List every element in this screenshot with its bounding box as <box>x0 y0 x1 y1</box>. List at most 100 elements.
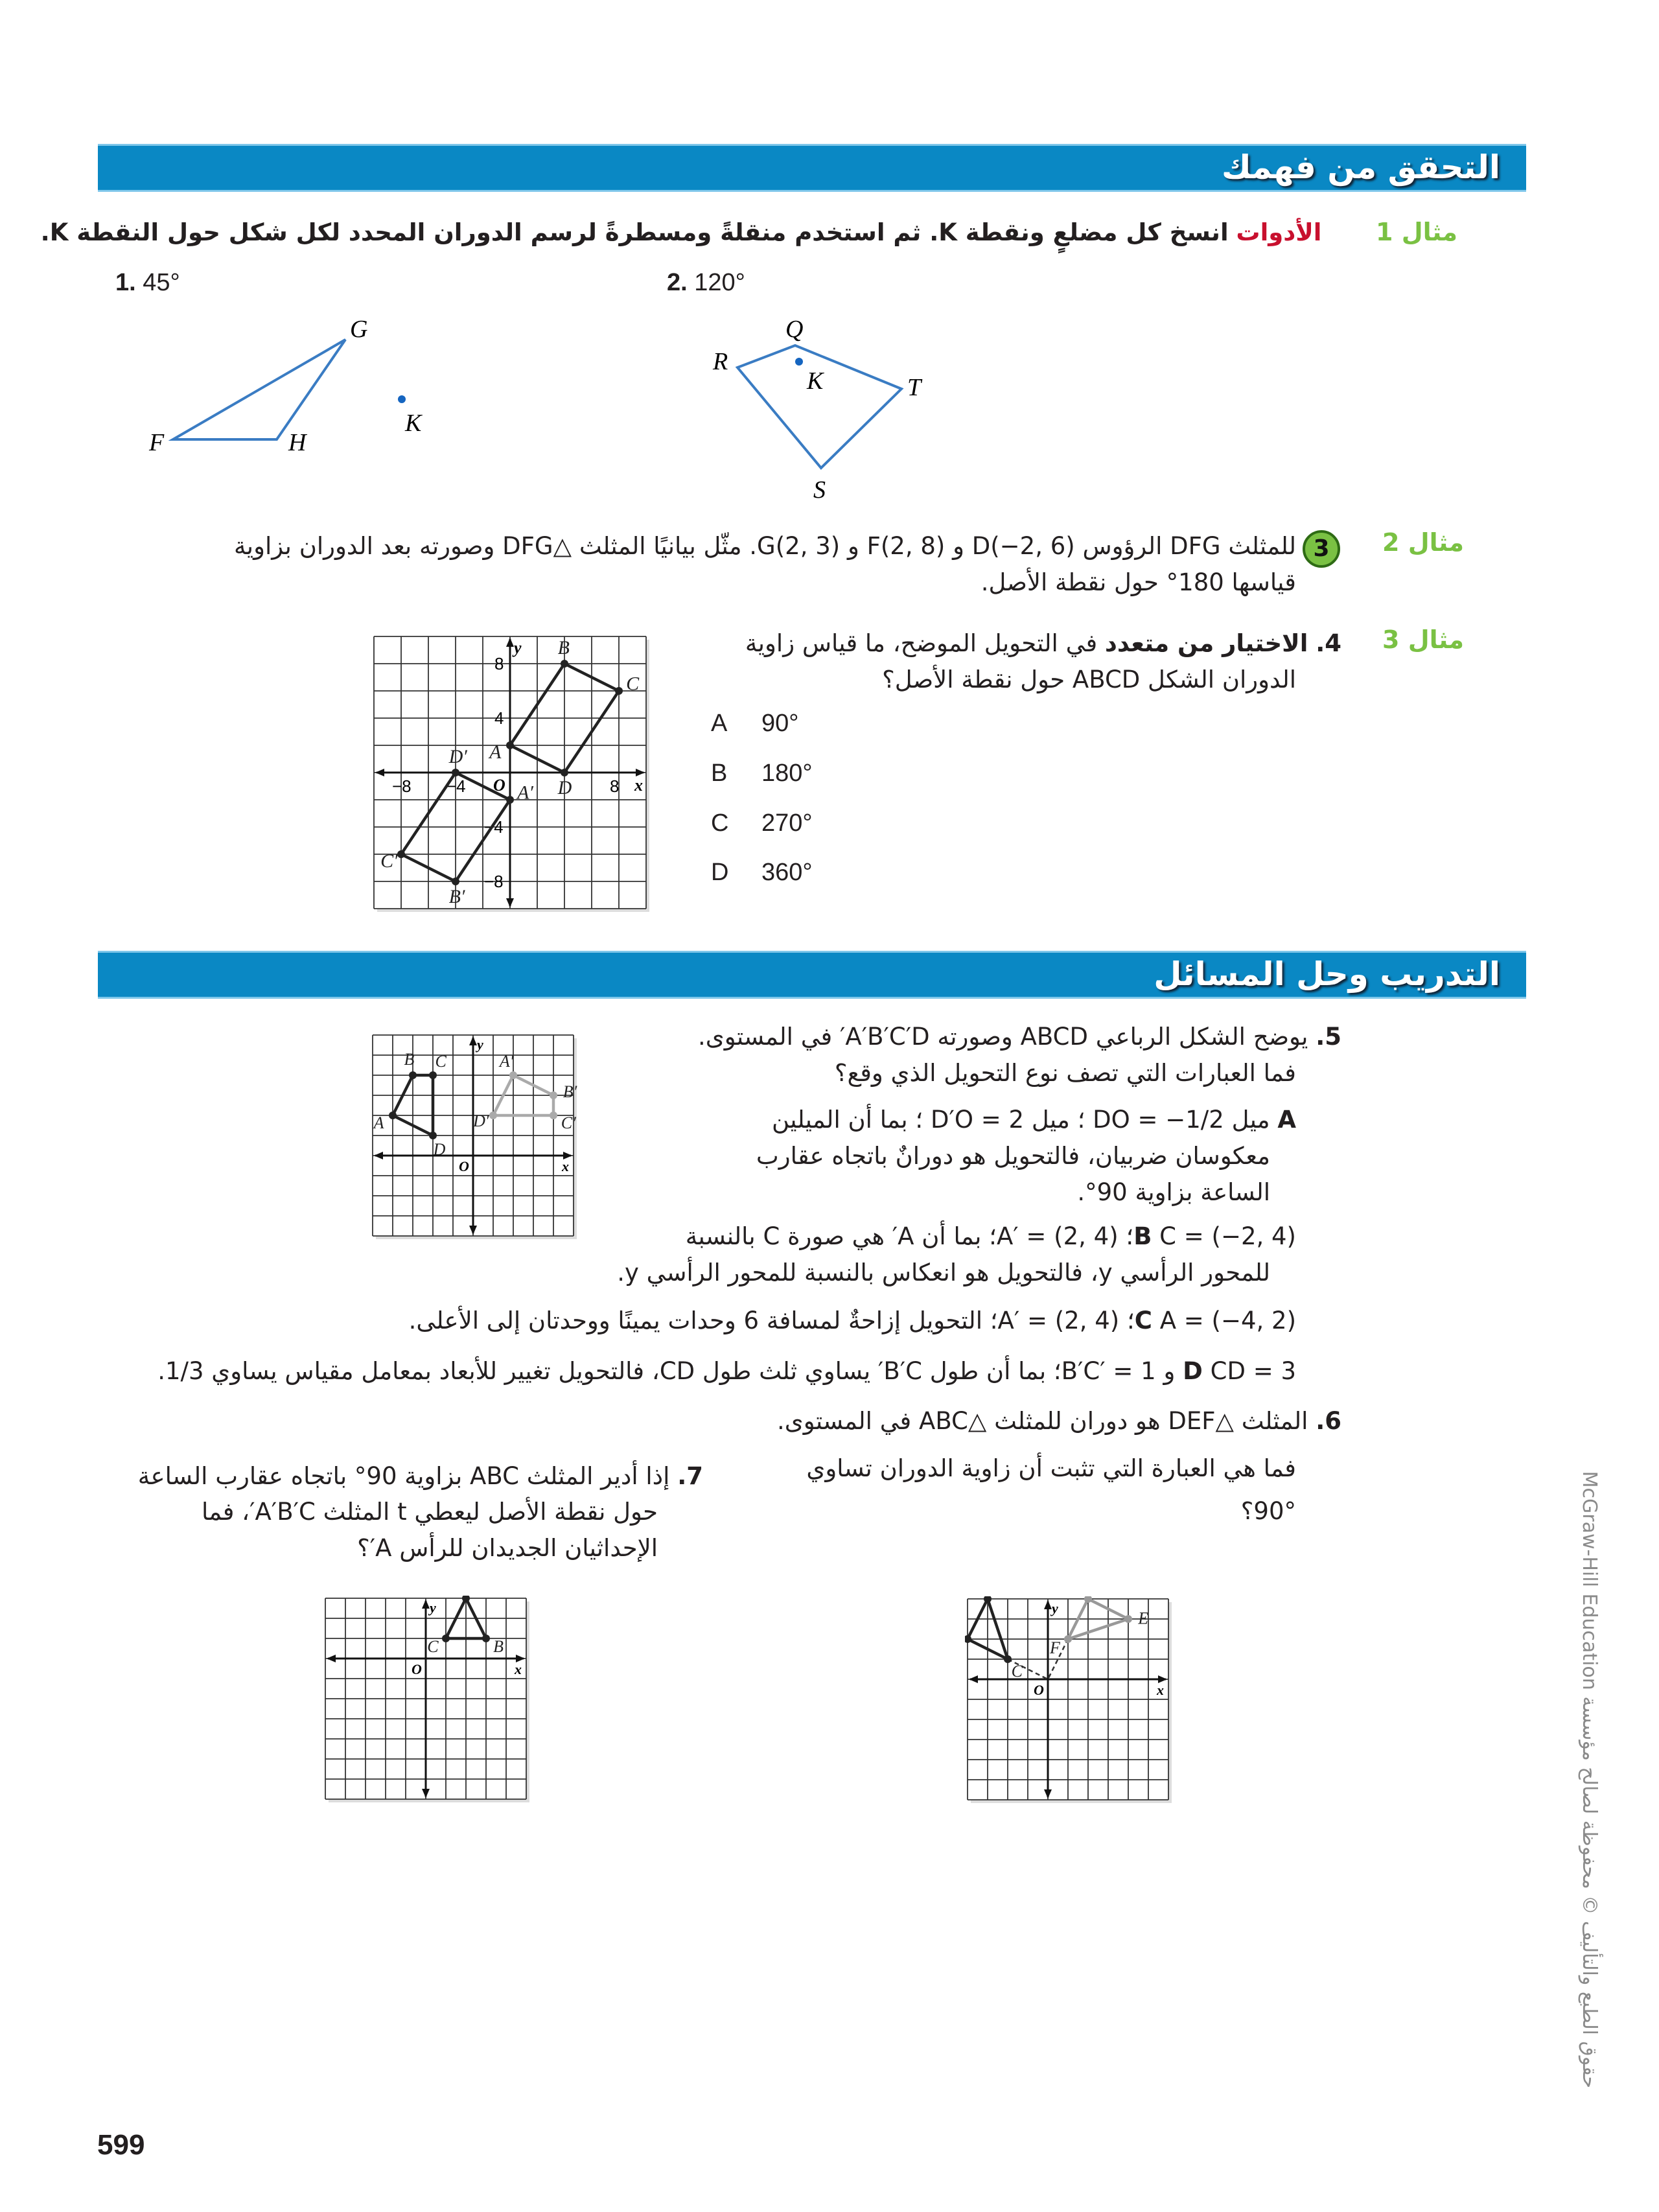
copyright-notice: حقوق الطبع والتأليف © محفوظة لصالح مؤسسة… <box>1578 1471 1601 2088</box>
vertex-point <box>965 1635 971 1643</box>
problem-1: 1. 45° <box>115 269 180 297</box>
question-number: 7. <box>677 1462 703 1490</box>
origin-label: O <box>493 776 505 795</box>
label-g: G <box>350 316 367 343</box>
vertex-label: C <box>435 1052 447 1071</box>
problem-number: 2. <box>667 269 688 296</box>
example1-row: مثال 1 الأدوات انسخ كل مضلعٍ ونقطة K. ثم… <box>41 214 1457 251</box>
vertex-point <box>506 796 514 804</box>
vertex-point <box>506 741 514 749</box>
vertex-point <box>429 1132 437 1139</box>
section-title: التحقق من فهمك <box>1221 148 1500 186</box>
y-tick-label: −8 <box>484 872 504 891</box>
vertex-point <box>984 1596 992 1603</box>
question-5: 5. يوضح الشكل الرباعي ABCD وصورته A′B′C′… <box>698 1019 1341 1055</box>
label-q: Q <box>785 316 803 343</box>
vertex-label: B <box>404 1050 414 1069</box>
x-axis-arrow <box>374 1152 383 1159</box>
vertex-label: D <box>433 1140 446 1159</box>
vertex-label: F <box>1049 1638 1061 1657</box>
vertex-point <box>1064 1635 1072 1643</box>
option-c[interactable]: C 270° <box>711 809 813 837</box>
y-axis-label: y <box>475 1036 483 1053</box>
question-number: 6. <box>1316 1407 1341 1435</box>
choice-text: الساعة بزاوية 90°. <box>1077 1178 1270 1206</box>
question-4-line2: الدوران الشكل ABCD حول نقطة الأصل؟ <box>882 666 1296 693</box>
option-letter: C <box>711 809 729 837</box>
option-letter: D <box>711 859 729 886</box>
choice-b[interactable]: B C = (−2, 4)؛ A′ = (2, 4)؛ بما أن A′ هي… <box>617 1218 1296 1291</box>
y-axis-label: y <box>1050 1600 1058 1616</box>
vertex-label: D <box>557 777 572 798</box>
vertex-point <box>462 1596 470 1602</box>
vertex-label: C′ <box>380 850 398 872</box>
question-text: في التحويل الموضح، ما قياس زاوية <box>745 629 1098 657</box>
vertex-label: B′ <box>563 1082 577 1101</box>
x-axis-arrow <box>375 769 384 776</box>
option-value: 360° <box>761 859 813 886</box>
x-axis-arrow <box>636 769 645 776</box>
question-text: يوضح الشكل الرباعي ABCD وصورته A′B′C′D′ … <box>698 1023 1308 1051</box>
polygon <box>966 1597 1010 1661</box>
vertex-point <box>1084 1596 1092 1603</box>
choice-text: C = (−2, 4)؛ A′ = (2, 4)؛ بما أن A′ هي ص… <box>685 1222 1296 1250</box>
x-axis-arrow <box>516 1655 525 1662</box>
vertex-label: B′ <box>449 886 465 907</box>
triangle-fgh <box>168 338 347 441</box>
y-axis-arrow <box>1044 1600 1052 1609</box>
y-tick-label: 4 <box>494 708 504 728</box>
option-value: 180° <box>761 760 813 787</box>
x-axis-label: x <box>1156 1682 1164 1698</box>
option-letter: B <box>711 760 728 787</box>
vertex-point <box>397 850 405 858</box>
label-f: F <box>148 429 165 456</box>
label-k: K <box>806 367 824 395</box>
choice-a[interactable]: A ميل DO = −1/2 ؛ ميل D′O = 2 ؛ بما أن ا… <box>756 1102 1296 1211</box>
vertex-point <box>550 1112 557 1119</box>
vertex-label: C <box>626 673 640 694</box>
question-6-line2: فما هي العبارة التي تثبت أن زاوية الدورا… <box>806 1454 1296 1482</box>
choice-text: معكوسان ضربيان، فالتحويل هو دورانٌ باتجا… <box>756 1142 1270 1170</box>
option-d[interactable]: D 360° <box>711 859 813 887</box>
point-k <box>795 358 803 366</box>
x-tick-label: 8 <box>610 776 619 796</box>
polygon <box>444 1596 488 1640</box>
question-5-line2: فما العبارات التي تصف نوع التحويل الذي و… <box>834 1059 1296 1087</box>
option-value: 270° <box>761 809 813 837</box>
vertex-point <box>452 769 459 776</box>
point-k <box>398 395 406 403</box>
kite-qrts <box>735 343 904 470</box>
choice-c[interactable]: C A = (−4, 2)؛ A′ = (2, 4)؛ التحويل إزاح… <box>409 1303 1296 1339</box>
label-r: R <box>712 348 728 375</box>
example-label: مثال 1 <box>1376 218 1457 246</box>
vertex-label: A <box>373 1113 384 1132</box>
problem-number: 1. <box>115 269 136 296</box>
vertex-point <box>550 1091 557 1099</box>
x-axis-arrow <box>1158 1675 1167 1683</box>
question-text: إذا أدير المثلث ABC بزاوية 90° باتجاه عق… <box>137 1462 670 1490</box>
problem-2: 2. 120° <box>667 269 745 297</box>
x-axis-label: x <box>514 1661 522 1677</box>
option-a[interactable]: A 90° <box>711 710 798 738</box>
choice-d[interactable]: D CD = 3 و B′C′ = 1؛ بما أن طول B′C′ يسا… <box>157 1353 1296 1390</box>
option-letter: A <box>711 710 728 737</box>
x-axis-label: x <box>634 776 643 795</box>
option-b[interactable]: B 180° <box>711 760 813 787</box>
x-axis-arrow <box>563 1152 572 1159</box>
choice-letter: C <box>1134 1307 1152 1334</box>
choice-letter: D <box>1183 1357 1203 1385</box>
vertex-label: E <box>1137 1609 1148 1628</box>
vertex-point <box>1124 1615 1132 1623</box>
lesson-badge: 3 <box>1303 530 1340 568</box>
problem-angle: 45° <box>143 269 180 296</box>
origin-label: O <box>459 1158 469 1174</box>
vertex-point <box>409 1071 417 1079</box>
question-6-line3: 90°؟ <box>1240 1497 1296 1525</box>
question-4: 4. الاختيار من متعدد في التحويل الموضح، … <box>745 625 1341 662</box>
choice-letter: B <box>1133 1222 1152 1250</box>
multiple-choice-label: الاختيار من متعدد <box>1104 629 1308 657</box>
y-axis-arrow <box>469 1036 477 1045</box>
instruction-text: انسخ كل مضلعٍ ونقطة K. ثم استخدم منقلةً … <box>40 218 1229 246</box>
question-6: 6. المثلث △DEF هو دوران للمثلث △ABC في ا… <box>777 1403 1341 1439</box>
